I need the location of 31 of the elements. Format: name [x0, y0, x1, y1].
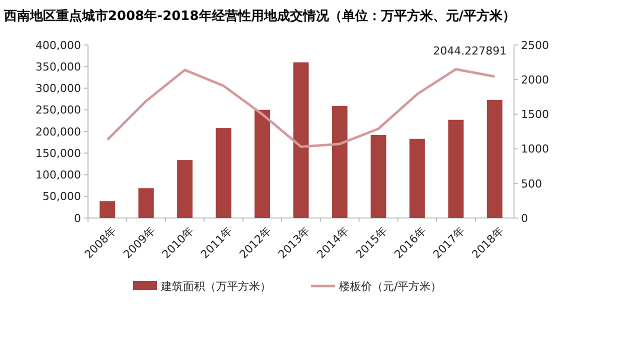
- y-tick-label: 50,000: [42, 190, 81, 204]
- y2-tick-label: 500: [521, 177, 542, 190]
- y-tick-label: 300,000: [36, 82, 81, 96]
- y-tick-label: 250,000: [36, 104, 81, 117]
- y2-tick-label: 2500: [521, 38, 549, 52]
- bar: [254, 110, 270, 218]
- bar: [370, 134, 386, 218]
- bar: [138, 188, 154, 218]
- bar: [216, 128, 232, 218]
- line-series: [106, 68, 496, 148]
- data-label: 2044.227891: [433, 44, 507, 58]
- chart-title: 西南地区重点城市2008年-2018年经营性用地成交情况（单位：万平方米、元/平方米）: [3, 8, 516, 24]
- y-tick-label: 400,000: [36, 38, 81, 52]
- y-tick-label: 100,000: [36, 168, 81, 182]
- y-tick-label: 0: [74, 212, 81, 225]
- y-tick-label: 150,000: [36, 146, 81, 160]
- bar: [177, 160, 193, 218]
- bar: [293, 62, 309, 218]
- y-tick-label: 350,000: [36, 60, 81, 74]
- y2-tick-label: 1500: [521, 108, 549, 122]
- y2-tick-label: 1000: [521, 142, 549, 156]
- bar: [486, 100, 502, 218]
- bar: [100, 201, 116, 218]
- bar: [409, 138, 425, 218]
- bar: [332, 106, 348, 218]
- y2-tick-label: 0: [521, 212, 528, 225]
- legend-label: 楼板价（元/平方米）: [339, 280, 442, 293]
- y2-tick-label: 2000: [521, 73, 549, 86]
- y-tick-label: 200,000: [36, 125, 81, 138]
- bar: [448, 120, 464, 218]
- legend-label: 建筑面积（万平方米）: [160, 280, 271, 293]
